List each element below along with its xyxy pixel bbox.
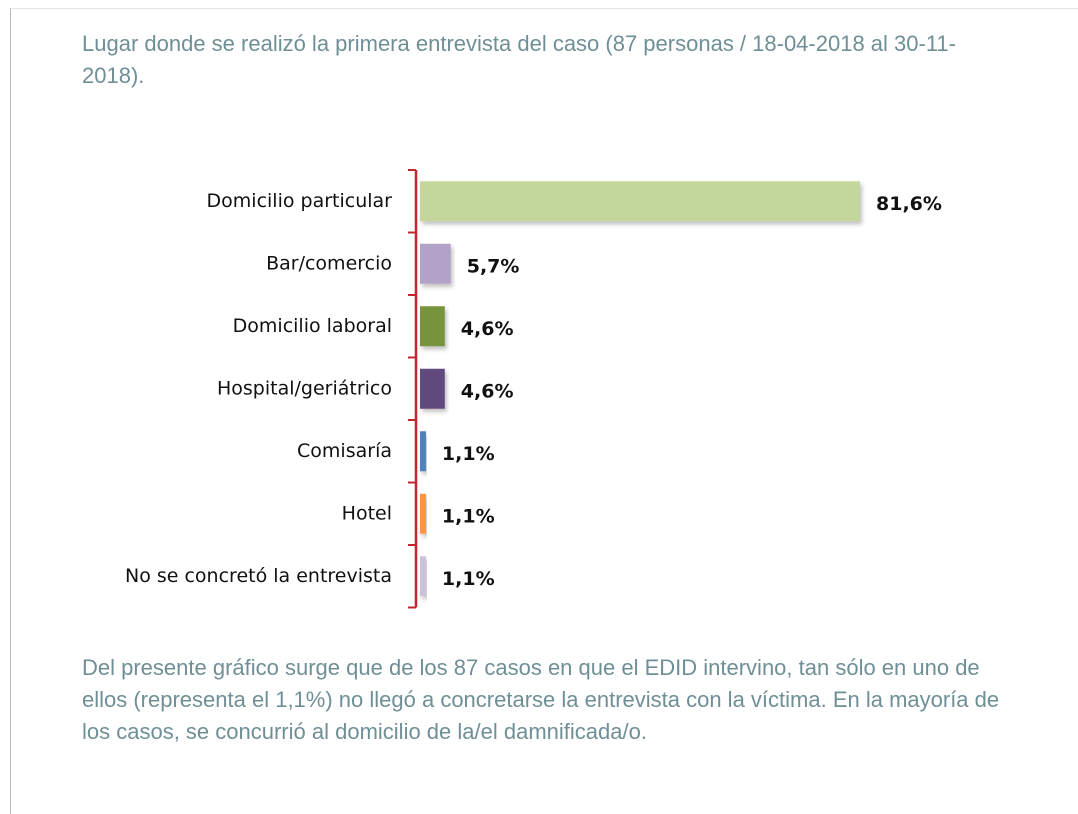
category-label: Hotel: [342, 502, 392, 524]
value-label: 1,1%: [442, 568, 495, 590]
document-frame: [10, 8, 1078, 814]
category-label: Domicilio particular: [207, 190, 393, 212]
bar: [420, 181, 860, 222]
bar: [420, 243, 451, 284]
bar: [420, 493, 426, 534]
value-label: 4,6%: [461, 380, 514, 402]
value-label: 81,6%: [876, 193, 942, 215]
value-label: 4,6%: [461, 318, 514, 340]
bar: [420, 556, 426, 597]
value-label: 1,1%: [442, 443, 495, 465]
category-label: Domicilio laboral: [233, 315, 392, 337]
chart-title: Lugar donde se realizó la primera entrev…: [82, 31, 956, 88]
category-label: Hospital/geriátrico: [217, 377, 392, 399]
bar: [420, 368, 445, 409]
note: Del presente gráfico surge que de los 87…: [82, 655, 1000, 744]
category-label: Comisaría: [297, 440, 392, 462]
value-label: 5,7%: [467, 255, 520, 277]
bar: [420, 431, 426, 472]
category-label: Bar/comercio: [266, 252, 392, 274]
bar: [420, 306, 445, 347]
value-label: 1,1%: [442, 505, 495, 527]
category-label: No se concretó la entrevista: [125, 565, 392, 587]
